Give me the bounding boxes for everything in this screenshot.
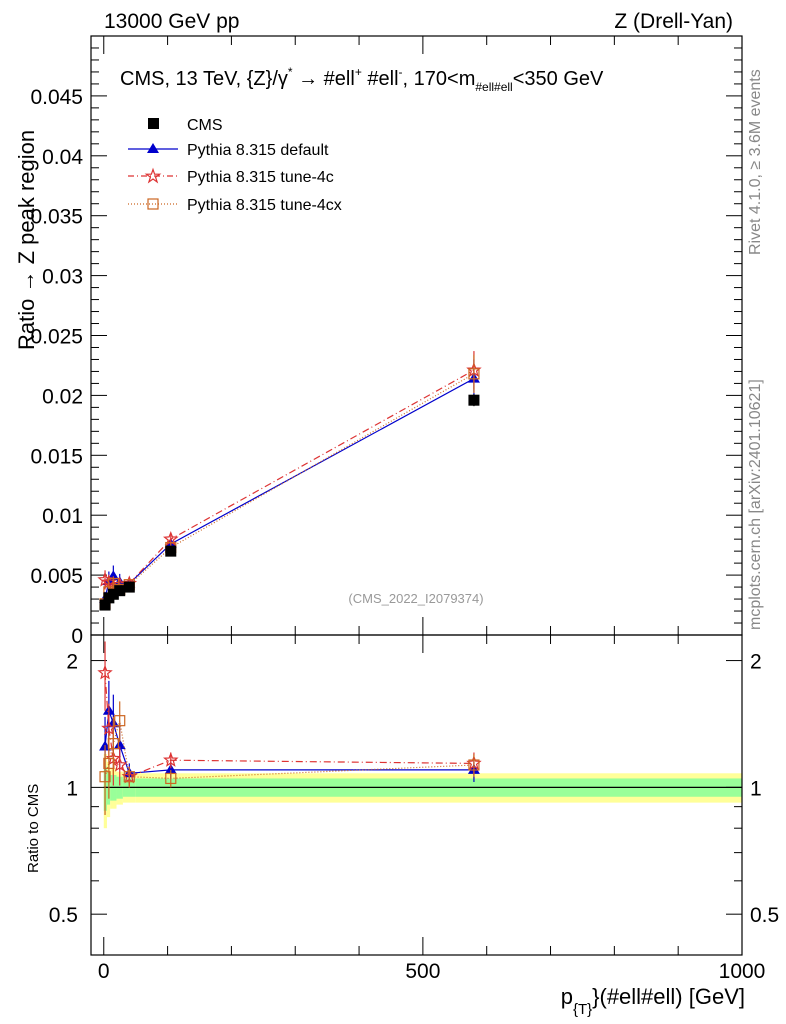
- upper-point-cms-0: [99, 599, 111, 611]
- upper-ytick-label: 0.025: [30, 326, 83, 349]
- upper-point-cms-6: [468, 394, 480, 406]
- lower-ytick-label-right: 1: [750, 777, 762, 800]
- header-left: 13000 GeV pp: [104, 10, 239, 33]
- lower-panel: Ratio to CMS 0.5 0.5 1 1 2 2 0 500 1000 p{T}}(#…: [25, 634, 779, 1018]
- mc-uncertainty-band: [103, 754, 743, 829]
- upper-y-axis: 0 0.005 0.01 0.015 0.02 0.025 0.03 0.035 0.04 0.0…: [30, 47, 742, 648]
- lower-point-tune4c-3: [111, 756, 128, 772]
- upper-ylabel: Ratio → Z peak region: [14, 130, 39, 350]
- upper-point-tune4cx-6: [468, 368, 480, 380]
- upper-point-cms-4: [123, 581, 135, 593]
- lower-point-tune4cx-0: [99, 771, 111, 783]
- upper-ytick-label: 0.045: [30, 86, 83, 109]
- x-axis-label: p{T}}(#ell#ell) [GeV]: [561, 984, 745, 1018]
- legend-label-default: Pythia 8.315 default: [187, 142, 329, 159]
- upper-point-tune4cx-2: [107, 577, 119, 590]
- lower-ytick-label-left: 0.5: [49, 904, 78, 927]
- header-right: Z (Drell-Yan): [614, 10, 733, 33]
- lower-point-tune4cx-4: [123, 771, 135, 783]
- lower-ytick-label-left: 1: [66, 777, 78, 800]
- upper-point-cms-2: [107, 588, 119, 600]
- lower-ytick-label-right: 0.5: [750, 904, 779, 927]
- legend-label-tune4c: Pythia 8.315 tune-4c: [187, 169, 334, 186]
- upper-ytick-label: 0.015: [30, 445, 83, 468]
- plot-title: CMS, 13 TeV, {Z}/γ* → #ell+ #ell-, 170<m…: [120, 65, 604, 94]
- legend-marker-default: [147, 143, 159, 153]
- legend-entry-tune4cx: Pythia 8.315 tune-4cx: [128, 197, 342, 214]
- lower-point-default-5: [164, 763, 177, 774]
- legend-entry-default: Pythia 8.315 default: [128, 142, 329, 159]
- legend: CMS Pythia 8.315 default Pythia 8.315 tu…: [128, 117, 342, 214]
- legend-label-cms: CMS: [187, 117, 223, 134]
- lower-point-default-3: [113, 739, 126, 750]
- lower-point-tune4cx-3: [114, 715, 126, 727]
- lower-point-tune4cx-6: [468, 759, 480, 771]
- upper-point-cms-3: [114, 585, 126, 597]
- lower-point-tune4c-0: [97, 664, 113, 680]
- lower-y-axis: 0.5 0.5 1 1 2 2: [49, 651, 779, 928]
- legend-label-tune4cx: Pythia 8.315 tune-4cx: [187, 197, 342, 214]
- lower-frame: [90, 634, 743, 956]
- upper-panel: Ratio → Z peak region CMS, 13 TeV, {Z}/γ…: [14, 35, 743, 648]
- analysis-watermark: (CMS_2022_I2079374): [348, 591, 483, 606]
- upper-ytick-label: 0.02: [42, 385, 83, 408]
- upper-line-default: [104, 378, 475, 600]
- lower-point-tune4cx-2: [107, 738, 119, 750]
- upper-ytick-label: 0.03: [42, 266, 83, 289]
- upper-ytick-label: 0.04: [42, 146, 83, 169]
- lower-series: [97, 641, 482, 815]
- lower-point-tune4cx-5: [165, 772, 177, 785]
- upper-ytick-label: 0: [71, 625, 83, 648]
- upper-ytick-label: 0.01: [42, 505, 83, 528]
- upper-ytick-label: 0.035: [30, 206, 83, 229]
- lower-x-axis: 0 500 1000: [98, 635, 765, 983]
- legend-entry-tune4c: Pythia 8.315 tune-4c: [128, 167, 334, 186]
- upper-series: [97, 351, 482, 611]
- lower-line-tune4c: [104, 672, 474, 778]
- legend-marker-cms: [148, 118, 159, 129]
- lower-ytick-label-right: 2: [750, 651, 762, 674]
- legend-entry-cms: CMS: [148, 117, 223, 134]
- lower-xtick-label: 500: [405, 960, 440, 983]
- rivet-version-label: Rivet 4.1.0, ≥ 3.6M events: [747, 69, 764, 255]
- legend-marker-tune4c: [144, 167, 162, 184]
- lower-xtick-label: 1000: [719, 960, 766, 983]
- lower-ylabel: Ratio to CMS: [25, 784, 42, 873]
- mcplots-label: mcplots.cern.ch [arXiv:2401.10621]: [747, 379, 764, 630]
- upper-ytick-label: 0.005: [30, 565, 83, 588]
- upper-point-cms-5: [165, 545, 177, 557]
- legend-marker-tune4cx: [147, 198, 159, 210]
- lower-xtick-label: 0: [98, 960, 110, 983]
- lower-ytick-label-left: 2: [66, 651, 78, 674]
- lower-point-tune4c-5: [163, 752, 179, 767]
